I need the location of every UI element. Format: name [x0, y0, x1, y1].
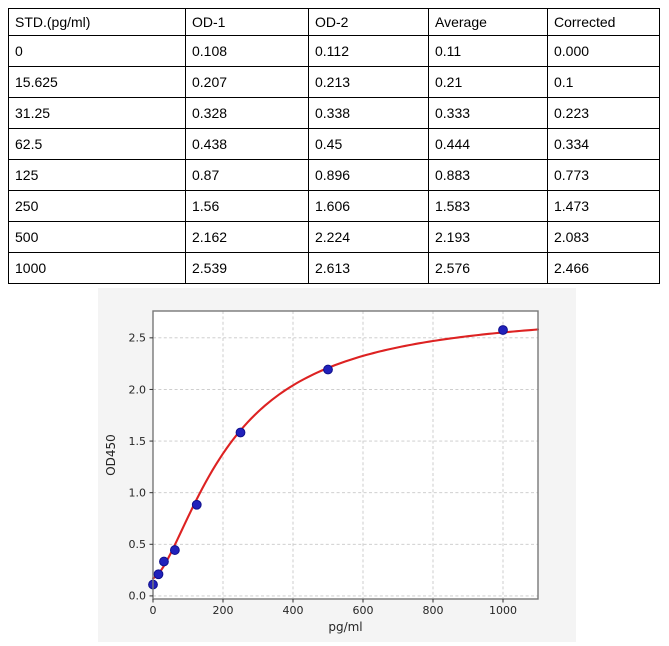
table-cell: 500 [8, 221, 186, 253]
table-body: 0 0.108 0.112 0.11 0.000 15.625 0.207 0.213 0.21… [8, 35, 660, 284]
y-tick-label: 0.0 [129, 590, 147, 603]
data-point [498, 325, 508, 335]
table-cell: 0.213 [308, 66, 429, 98]
table-cell: 0.11 [428, 35, 548, 67]
table-cell: 0.112 [308, 35, 429, 67]
standard-curve-plot: 0 200 400 600 800 1000 0.0 0.5 1.0 1.5 2.0 2.5 pg/ml… [104, 310, 540, 634]
table-cell: 1.473 [547, 190, 660, 222]
table-cell: 0.21 [428, 66, 548, 98]
data-point [153, 569, 164, 580]
x-tick-label: 600 [353, 604, 374, 617]
table-row: 62.5 0.438 0.45 0.444 0.334 [8, 128, 660, 160]
x-axis-label: pg/ml [328, 620, 362, 634]
table-cell: 0.328 [185, 97, 309, 129]
table-row: 1000 2.539 2.613 2.576 2.466 [8, 252, 660, 284]
y-tick-label: 1.5 [129, 435, 147, 448]
x-tick-label: 200 [213, 604, 234, 617]
table-cell: 0.45 [308, 128, 429, 160]
plot-area [153, 311, 538, 599]
x-tick-label: 800 [423, 604, 444, 617]
table-cell: 2.193 [428, 221, 548, 253]
table-row: STD.(pg/ml) OD-1 OD-2 Average Corrected [8, 8, 660, 36]
table-cell: 125 [8, 159, 186, 191]
table-cell: 0.000 [547, 35, 660, 67]
table-cell: 2.613 [308, 252, 429, 284]
x-tick-label: 400 [283, 604, 304, 617]
x-tick-label: 1000 [489, 604, 517, 617]
table-cell: 2.224 [308, 221, 429, 253]
data-point [169, 545, 180, 555]
table-cell: 0.438 [185, 128, 309, 160]
data-point [191, 499, 202, 510]
table-cell: 0 [8, 35, 186, 67]
table-row: 31.25 0.328 0.338 0.333 0.223 [8, 97, 660, 129]
table-cell: 0.773 [547, 159, 660, 191]
table-cell: 1000 [8, 252, 186, 284]
column-header: STD.(pg/ml) [8, 8, 186, 36]
table-row: 0 0.108 0.112 0.11 0.000 [8, 35, 660, 67]
column-header: Average [428, 8, 548, 36]
y-tick-label: 2.5 [129, 332, 147, 345]
table-cell: 0.896 [308, 159, 429, 191]
data-point [323, 364, 333, 375]
table-row: 250 1.56 1.606 1.583 1.473 [8, 190, 660, 222]
plot-border [152, 310, 539, 600]
table-cell: 0.338 [308, 97, 429, 129]
y-tick-label: 0.5 [129, 538, 147, 551]
standards-table: STD.(pg/ml) OD-1 OD-2 Average Corrected 0 0.1… [8, 8, 660, 284]
y-tick-label: 1.0 [129, 486, 147, 499]
table-header-row: STD.(pg/ml) OD-1 OD-2 Average Corrected [8, 8, 660, 36]
y-tick-label: 2.0 [129, 383, 147, 396]
table-row: 500 2.162 2.224 2.193 2.083 [8, 221, 660, 253]
column-header: OD-1 [185, 8, 309, 36]
table-cell: 2.466 [547, 252, 660, 284]
table-cell: 0.108 [185, 35, 309, 67]
table-cell: 2.162 [185, 221, 309, 253]
table-cell: 0.223 [547, 97, 660, 129]
table-cell: 1.56 [185, 190, 309, 222]
table-row: 15.625 0.207 0.213 0.21 0.1 [8, 66, 660, 98]
table-cell: 2.539 [185, 252, 309, 284]
table-cell: 0.333 [428, 97, 548, 129]
table-cell: 31.25 [8, 97, 186, 129]
table-cell: 1.606 [308, 190, 429, 222]
table-cell: 62.5 [8, 128, 186, 160]
table-cell: 0.1 [547, 66, 660, 98]
fit-curve [151, 328, 540, 580]
table-cell: 15.625 [8, 66, 186, 98]
standard-curve-figure: 0 200 400 600 800 1000 0.0 0.5 1.0 1.5 2.0 2.5 pg/ml… [98, 288, 576, 642]
table-cell: 250 [8, 190, 186, 222]
x-tick-label: 0 [150, 604, 157, 617]
data-point [159, 556, 169, 567]
column-header: Corrected [547, 8, 660, 36]
standards-table-wrap: STD.(pg/ml) OD-1 OD-2 Average Corrected 0 0.1… [8, 8, 660, 284]
table-cell: 0.207 [185, 66, 309, 98]
data-point [235, 427, 246, 438]
table-cell: 0.883 [428, 159, 548, 191]
table-cell: 1.583 [428, 190, 548, 222]
table-cell: 0.87 [185, 159, 309, 191]
table-cell: 0.444 [428, 128, 548, 160]
table-row: 125 0.87 0.896 0.883 0.773 [8, 159, 660, 191]
y-axis-label: OD450 [104, 434, 118, 476]
column-header: OD-2 [308, 8, 429, 36]
table-cell: 2.576 [428, 252, 548, 284]
table-cell: 2.083 [547, 221, 660, 253]
table-cell: 0.334 [547, 128, 660, 160]
